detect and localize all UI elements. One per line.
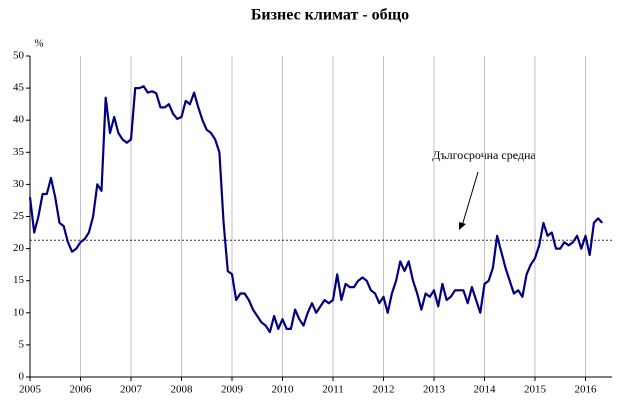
y-tick-label: 35 [13, 146, 25, 158]
y-tick-label: 5 [19, 338, 25, 350]
x-tick-label: 2007 [120, 384, 143, 396]
data-line [28, 85, 604, 334]
y-tick-label: 10 [13, 306, 25, 318]
arrow-head [459, 222, 466, 230]
x-tick-label: 2005 [19, 384, 42, 396]
y-unit: % [34, 38, 43, 50]
x-tick-label: 2011 [322, 384, 344, 396]
x-tick-label: 2010 [271, 384, 294, 396]
y-tick-label: 0 [19, 371, 25, 383]
y-tick-label: 50 [13, 50, 25, 62]
x-tick-label: 2008 [170, 384, 193, 396]
y-tick-label: 45 [13, 82, 25, 94]
x-tick-label: 2009 [221, 384, 244, 396]
y-tick-label: 15 [13, 274, 25, 286]
chart-title: Бизнес климат - общо [251, 7, 409, 24]
y-tick-label: 25 [13, 210, 25, 222]
y-tick-label: 30 [13, 178, 25, 190]
x-tick-label: 2013 [423, 384, 446, 396]
x-tick-label: 2015 [524, 384, 547, 396]
x-tick-label: 2006 [69, 384, 92, 396]
x-tick-label: 2014 [473, 384, 496, 396]
y-tick-label: 20 [13, 242, 25, 254]
annotation-arrow [461, 171, 479, 227]
x-tick-label: 2016 [574, 384, 597, 396]
y-tick-label: 40 [13, 114, 25, 126]
x-tick-label: 2012 [372, 384, 394, 396]
